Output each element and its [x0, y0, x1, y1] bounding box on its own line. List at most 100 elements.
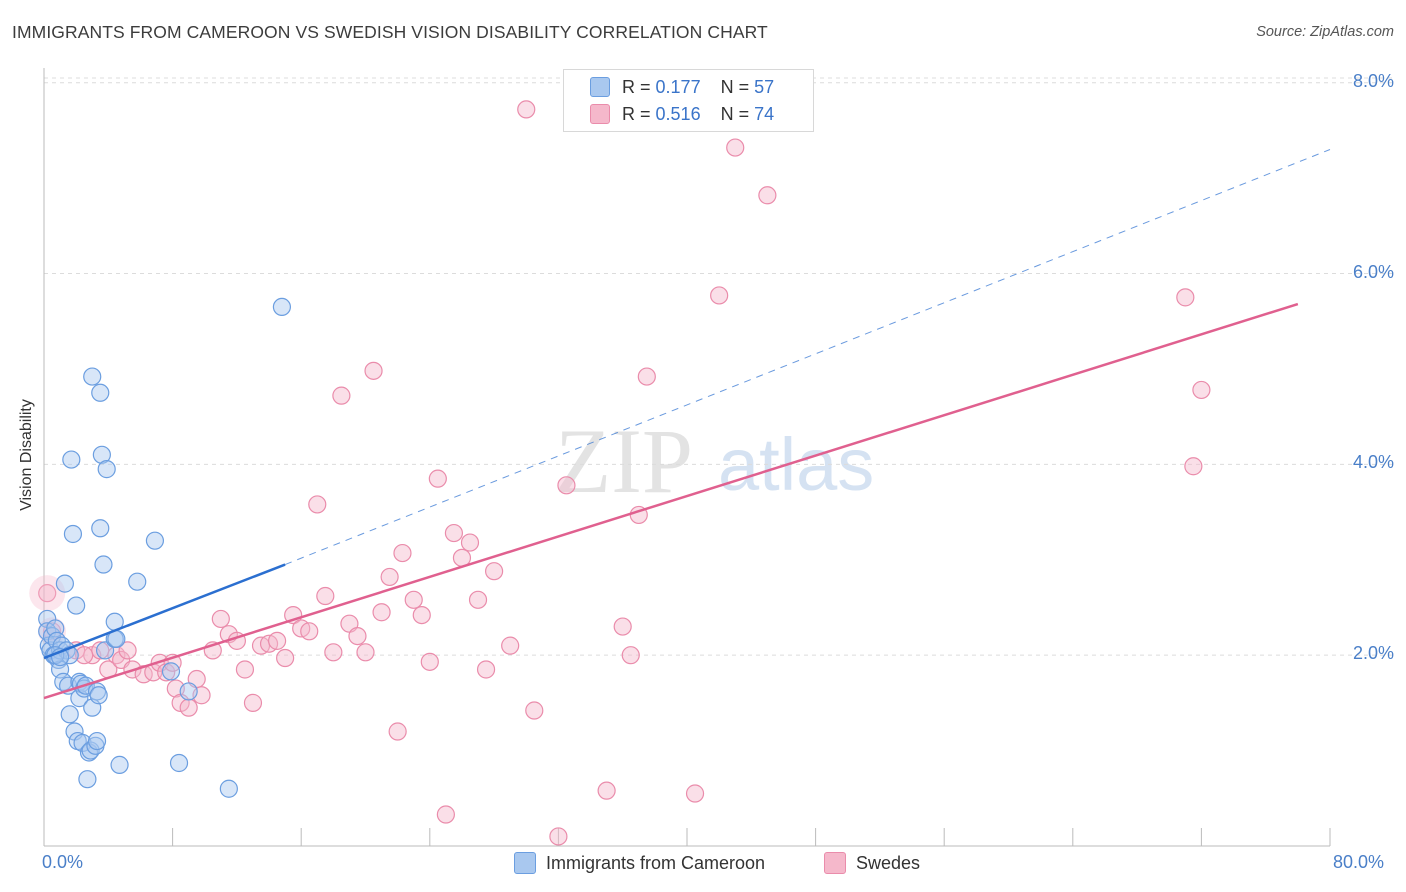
- x-tick-label-min: 0.0%: [42, 852, 84, 872]
- data-point: [597, 781, 616, 800]
- data-point: [637, 367, 656, 386]
- legend-label: Immigrants from Cameroon: [546, 852, 766, 873]
- data-point: [235, 660, 255, 679]
- data-point: [161, 662, 181, 681]
- regression-line-cameroon: [43, 563, 286, 660]
- regression-line-swedes: [43, 302, 1299, 700]
- data-point: [517, 100, 536, 119]
- legend-swatch-pink: [590, 104, 610, 124]
- data-point: [356, 643, 375, 662]
- data-point: [145, 531, 165, 550]
- data-point: [613, 617, 632, 636]
- data-point: [300, 622, 319, 641]
- data-point: [97, 460, 116, 479]
- stats-text: R = 0.516 N = 74: [622, 103, 775, 124]
- data-point: [364, 361, 383, 380]
- regression-line-cameroon-extended: [284, 149, 1331, 565]
- data-point: [75, 646, 94, 665]
- data-point: [316, 586, 335, 606]
- watermark-zip: ZIP: [555, 410, 693, 512]
- stats-text: R = 0.177 N = 57: [622, 76, 775, 97]
- data-point: [380, 567, 399, 587]
- data-point: [485, 562, 504, 581]
- data-point: [91, 519, 110, 538]
- data-point: [726, 138, 745, 157]
- grid-lines: [44, 77, 1392, 656]
- data-point: [243, 693, 263, 712]
- data-point: [412, 605, 431, 625]
- data-point: [94, 555, 113, 574]
- data-point: [219, 779, 238, 798]
- data-point: [428, 469, 447, 488]
- n-value: 74: [754, 103, 775, 124]
- data-point: [393, 543, 412, 563]
- data-point: [267, 631, 287, 650]
- axes: [43, 68, 1331, 847]
- data-point: [621, 646, 640, 665]
- data-point: [60, 705, 79, 724]
- data-point: [1192, 380, 1211, 400]
- legend-swatch-blue: [514, 852, 536, 874]
- watermark: ZIP atlas: [555, 410, 874, 512]
- stats-row-cameroon: R = 0.177 N = 57: [564, 74, 813, 100]
- data-point: [685, 784, 705, 803]
- data-point: [67, 596, 86, 615]
- legend-swatch-pink: [824, 852, 846, 874]
- chart-source: Source: ZipAtlas.com: [1256, 24, 1394, 40]
- legend-item-swedes[interactable]: Swedes: [824, 852, 920, 874]
- data-point: [388, 722, 407, 741]
- data-point: [476, 660, 496, 679]
- regression-lines: [43, 149, 1331, 700]
- data-point: [87, 731, 107, 751]
- y-tick-label: 2.0%: [1352, 643, 1394, 664]
- y-tick-label: 6.0%: [1352, 261, 1394, 282]
- data-point: [118, 641, 137, 660]
- data-point: [332, 386, 351, 405]
- series-swedes: [29, 100, 1211, 846]
- chart-title: IMMIGRANTS FROM CAMEROON VS SWEDISH VISI…: [12, 22, 768, 42]
- data-point: [62, 450, 81, 469]
- data-point: [308, 495, 327, 514]
- data-point: [372, 603, 391, 622]
- data-point: [272, 297, 292, 317]
- data-point: [420, 652, 439, 671]
- data-point: [758, 186, 777, 205]
- data-point: [91, 383, 110, 402]
- data-point: [1184, 457, 1203, 476]
- legend-swatch-blue: [590, 77, 610, 97]
- data-point: [557, 476, 576, 495]
- data-point: [444, 523, 464, 543]
- n-value: 57: [754, 76, 775, 97]
- legend-item-cameroon[interactable]: Immigrants from Cameroon: [514, 852, 765, 874]
- data-point: [468, 590, 488, 609]
- data-point: [89, 686, 108, 705]
- y-tick-label: 8.0%: [1352, 70, 1394, 91]
- x-tick-label-max: 80.0%: [1333, 852, 1385, 872]
- data-point: [78, 770, 97, 789]
- y-tick-label: 4.0%: [1352, 452, 1394, 473]
- data-point: [179, 698, 198, 717]
- data-point: [276, 648, 295, 668]
- data-point: [549, 827, 568, 846]
- data-point: [404, 590, 423, 609]
- data-point: [63, 524, 83, 544]
- series-cameroon: [38, 297, 292, 798]
- data-point: [128, 572, 147, 591]
- data-point: [436, 805, 455, 824]
- data-point: [525, 701, 544, 720]
- data-point: [501, 636, 520, 655]
- data-point: [348, 626, 367, 646]
- series-legend: Immigrants from Cameroon Swedes: [0, 852, 1406, 878]
- data-point: [179, 682, 198, 701]
- data-point: [710, 286, 729, 305]
- data-point: [92, 445, 111, 464]
- data-point: [460, 533, 480, 552]
- data-point: [55, 574, 74, 593]
- legend-label: Swedes: [856, 852, 921, 873]
- data-point: [169, 753, 189, 773]
- data-point: [83, 367, 102, 386]
- data-point: [110, 755, 129, 774]
- data-point: [1176, 288, 1195, 307]
- data-point: [38, 584, 57, 603]
